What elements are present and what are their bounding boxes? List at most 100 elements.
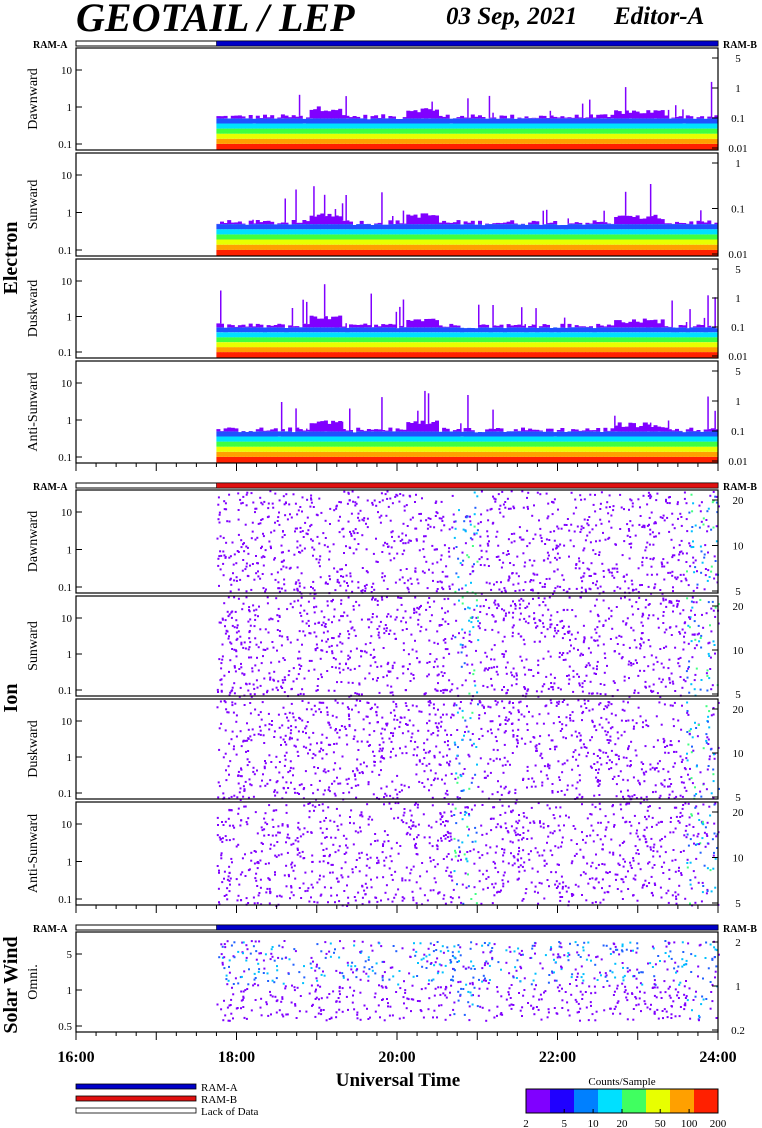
spectrum-cell	[571, 128, 576, 134]
spectrum-cell	[485, 332, 490, 338]
spectrum-cell	[574, 342, 579, 348]
spectrum-spike	[284, 198, 286, 223]
spectrum-cell	[427, 123, 432, 129]
spectrum-cell	[474, 229, 479, 235]
spectrum-cell	[528, 143, 533, 150]
spectrum-cell	[485, 138, 490, 144]
spectrum-cell	[535, 441, 540, 447]
spectrum-cell	[387, 505, 390, 508]
spectrum-cell	[255, 118, 260, 124]
spectrum-cell	[230, 244, 235, 250]
spectrum-spike	[581, 103, 584, 118]
spectrum-cell	[585, 222, 590, 225]
spectrum-cell	[707, 143, 712, 150]
spectrum-cell	[713, 577, 716, 580]
spectrum-cell	[267, 507, 270, 510]
spectrum-spike	[402, 210, 405, 224]
spectrum-cell	[374, 234, 379, 240]
spectrum-cell	[290, 516, 293, 519]
spectrum-cell	[431, 562, 434, 565]
spectrum-cell	[452, 327, 457, 333]
spectrum-cell	[319, 576, 322, 579]
spectrum-cell	[481, 342, 486, 348]
spectrum-cell	[352, 337, 357, 343]
spectrum-cell	[230, 138, 235, 144]
spectrum-cell	[230, 234, 235, 240]
panel-label: Anti-Sunward	[26, 372, 41, 451]
spectrum-cell	[380, 514, 383, 517]
spectrum-cell	[603, 347, 608, 353]
spectrum-cell	[696, 337, 701, 343]
spectrum-cell	[488, 143, 493, 150]
spectrum-cell	[632, 347, 636, 353]
spectrum-cell	[395, 352, 400, 358]
spectrum-cell	[461, 551, 464, 554]
spectrum-cell	[642, 318, 647, 328]
spectrum-cell	[291, 239, 296, 245]
spectrum-cell	[474, 352, 479, 358]
spectrum-cell	[553, 133, 558, 139]
spectrum-cell	[273, 234, 278, 240]
spectrum-cell	[261, 573, 264, 575]
spectrum-cell	[280, 133, 285, 139]
spectrum-cell	[499, 504, 502, 507]
spectrum-cell	[438, 249, 443, 256]
spectrum-cell	[664, 224, 669, 230]
spectrum-cell	[273, 128, 278, 134]
spectrum-cell	[549, 222, 554, 225]
spectrum-cell	[402, 441, 407, 447]
spectrum-cell	[460, 118, 465, 124]
spectrum-cell	[617, 431, 622, 437]
spectrum-cell	[660, 123, 665, 129]
spectrum-cell	[664, 118, 669, 124]
spectrum-cell	[556, 117, 561, 119]
spectrum-cell	[438, 337, 443, 343]
spectrum-cell	[689, 332, 694, 338]
spectrum-cell	[628, 347, 633, 353]
spectrum-cell	[323, 352, 328, 358]
spectrum-cell	[498, 508, 501, 511]
spectrum-cell	[327, 451, 332, 457]
spectrum-cell	[624, 436, 629, 442]
spectrum-cell	[445, 143, 450, 150]
spectrum-cell	[219, 568, 222, 571]
spectrum-cell	[528, 428, 533, 432]
spectrum-cell	[700, 224, 705, 230]
spectrum-cell	[592, 549, 595, 552]
spectrum-cell	[230, 224, 235, 230]
spectrum-cell	[424, 244, 429, 250]
spectrum-cell	[388, 123, 393, 129]
spectrum-cell	[417, 128, 422, 134]
spectrum-cell	[492, 224, 497, 230]
spectrum-cell	[470, 332, 475, 338]
spectrum-cell	[538, 451, 543, 457]
spectrum-cell	[442, 326, 447, 328]
spectrum-cell	[331, 123, 336, 129]
spectrum-cell	[327, 249, 332, 256]
spectrum-cell	[313, 224, 318, 230]
spectrum-cell	[302, 234, 307, 240]
spectrum-cell	[621, 456, 626, 463]
spectrum-cell	[503, 328, 507, 333]
ram-segment	[216, 40, 719, 47]
spectrum-cell	[291, 456, 296, 463]
spectrum-cell	[585, 327, 590, 333]
spectrum-cell	[336, 578, 339, 581]
spectrum-cell	[510, 128, 515, 134]
spectrum-cell	[381, 118, 386, 124]
spectrum-cell	[481, 225, 486, 230]
spectrum-cell	[603, 138, 608, 144]
spectrum-cell	[589, 128, 593, 134]
spectrum-cell	[449, 436, 454, 442]
spectrum-cell	[665, 498, 667, 501]
spectrum-cell	[399, 342, 404, 348]
spectrum-cell	[235, 579, 238, 582]
spectrum-cell	[524, 244, 529, 250]
spectrum-cell	[631, 505, 634, 508]
spectrum-cell	[425, 519, 428, 522]
spectrum-cell	[481, 138, 486, 144]
spectrum-spike	[714, 410, 716, 430]
spectrum-cell	[679, 512, 682, 515]
spectrum-cell	[252, 223, 257, 224]
spectrum-cell	[667, 496, 670, 499]
